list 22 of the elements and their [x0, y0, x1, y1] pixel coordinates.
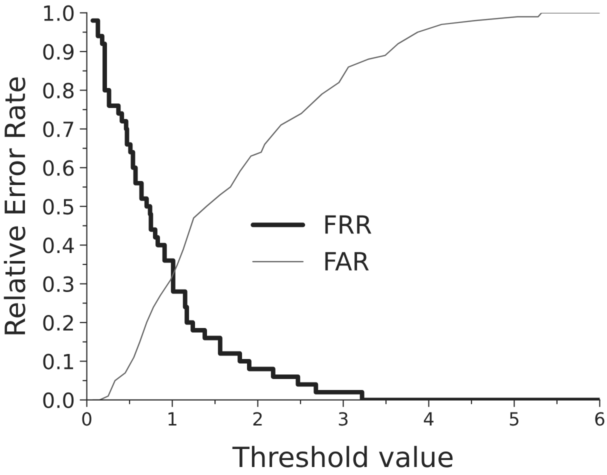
x-tick-label: 1 — [168, 412, 176, 426]
x-tick-label: 2 — [253, 412, 262, 426]
y-tick-label: 0.3 — [43, 276, 74, 292]
y-tick-label: 0.2 — [43, 314, 73, 331]
legend-label: FRR — [325, 215, 372, 234]
y-tick-label: 0.5 — [43, 198, 74, 215]
x-tick-label: 3 — [338, 412, 348, 426]
x-tick-label: 4 — [424, 412, 434, 426]
y-tick-label: 0.1 — [43, 354, 74, 370]
y-axis-title: Relative Error Rate — [4, 77, 26, 334]
x-axis-title: Threshold value — [232, 446, 453, 468]
y-tick-label: 0.9 — [43, 44, 74, 60]
x-tick-label: 6 — [595, 412, 604, 426]
legend-label: FAR — [325, 252, 369, 270]
y-tick-label: 1.0 — [44, 5, 74, 22]
y-tick-label: 0.6 — [43, 160, 74, 176]
y-tick-label: 0.7 — [43, 121, 74, 138]
x-tick-label: 5 — [510, 412, 518, 426]
y-tick-label: 0.4 — [43, 238, 74, 254]
y-tick-label: 0.8 — [43, 82, 74, 98]
y-tick-label: 0.0 — [43, 392, 74, 408]
x-tick-label: 0 — [82, 412, 92, 426]
